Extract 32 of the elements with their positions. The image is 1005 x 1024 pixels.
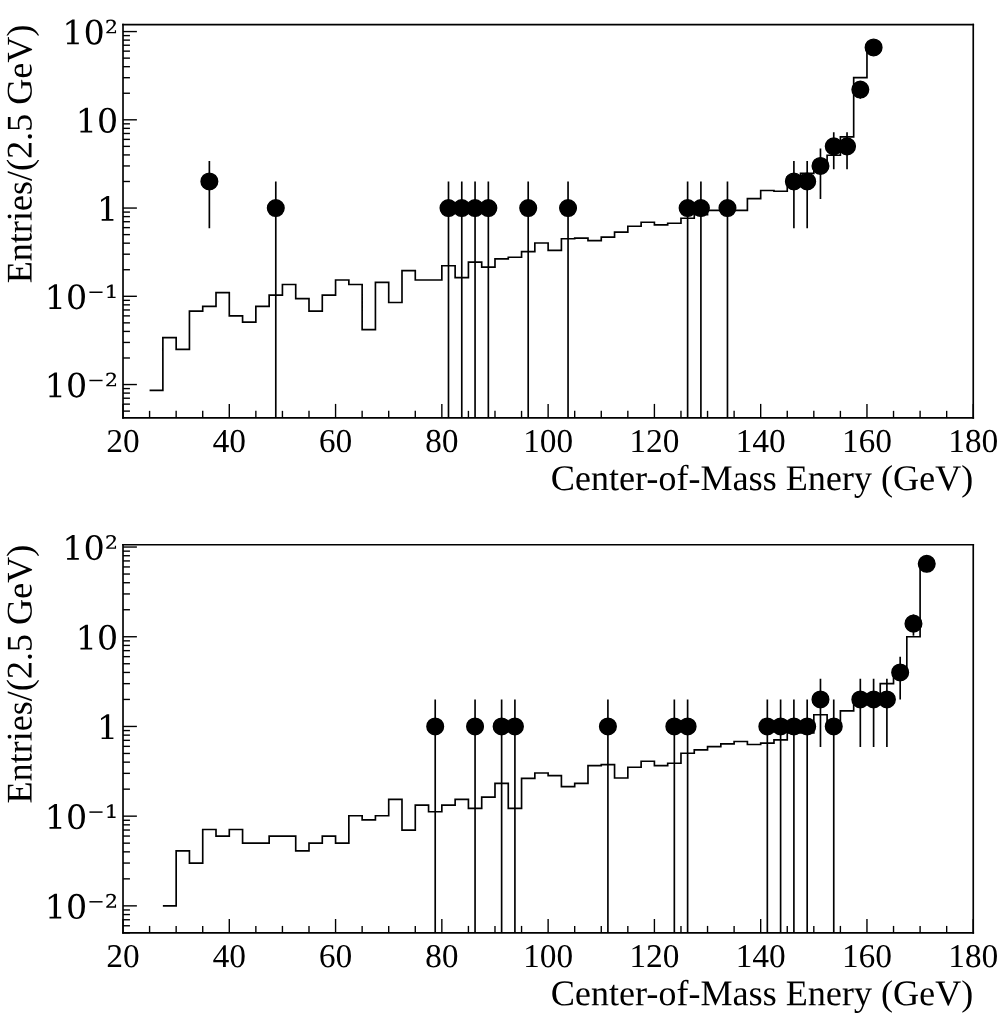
y-tick-label: 10⁻¹ xyxy=(48,284,116,310)
y-tick-label: 10 xyxy=(79,107,116,133)
y-tick-label: 10² xyxy=(66,19,117,45)
x-tick-label: 20 xyxy=(107,944,139,968)
y-tick-label: 1 xyxy=(101,714,114,740)
x-tick-label: 120 xyxy=(632,429,679,453)
y-tick-label: 1 xyxy=(101,195,114,221)
x-tick-label: 160 xyxy=(844,944,891,968)
x-tick-label: 100 xyxy=(526,429,572,453)
x-tick-label: 180 xyxy=(951,944,997,968)
x-tick-label: 60 xyxy=(320,429,351,453)
x-tick-label: 60 xyxy=(320,944,351,968)
x-tick-label: 20 xyxy=(107,429,139,453)
y-tick-label: 10 xyxy=(79,624,116,650)
y-axis-title: Entries/(2.5 GeV) xyxy=(6,26,40,283)
x-tick-label: 40 xyxy=(213,429,245,453)
x-tick-label: 180 xyxy=(951,429,997,453)
x-tick-label: 40 xyxy=(213,944,245,968)
x-tick-label: 140 xyxy=(738,429,785,453)
x-tick-label: 140 xyxy=(738,944,785,968)
y-tick-label: 10⁻² xyxy=(48,372,117,398)
x-tick-label: 100 xyxy=(526,944,572,968)
x-axis-title: Center-of-Mass Enery (GeV) xyxy=(552,464,972,498)
x-tick-label: 80 xyxy=(426,944,458,968)
x-axis-title: Center-of-Mass Enery (GeV) xyxy=(552,979,972,1013)
x-tick-label: 120 xyxy=(632,944,679,968)
y-tick-label: 10⁻¹ xyxy=(48,804,116,830)
x-tick-label: 160 xyxy=(844,429,891,453)
y-tick-label: 10⁻² xyxy=(48,893,117,919)
y-axis-title: Entries/(2.5 GeV) xyxy=(6,546,40,803)
x-tick-label: 80 xyxy=(426,429,458,453)
y-tick-label: 10² xyxy=(66,534,117,561)
